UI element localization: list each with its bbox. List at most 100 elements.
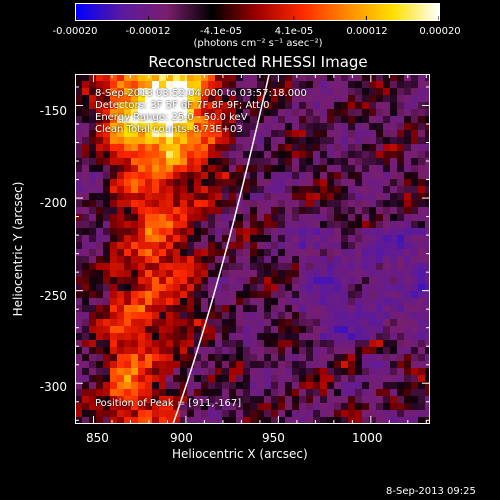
heatmap-cell	[138, 270, 146, 278]
heatmap-cell	[96, 270, 104, 278]
heatmap-cell	[285, 81, 293, 89]
heatmap-cell	[418, 123, 426, 131]
heatmap-cell	[306, 396, 314, 404]
heatmap-cell	[390, 333, 398, 341]
heatmap-cell	[110, 172, 118, 180]
heatmap-cell	[117, 347, 125, 355]
heatmap-cell	[404, 200, 412, 208]
heatmap-cell	[320, 375, 328, 383]
heatmap-cell	[397, 200, 405, 208]
heatmap-cell	[348, 228, 356, 236]
heatmap-cell	[348, 207, 356, 215]
heatmap-cell	[292, 172, 300, 180]
heatmap-cell	[362, 382, 370, 390]
heatmap-cell	[271, 116, 279, 124]
heatmap-cell	[208, 172, 216, 180]
heatmap-cell	[411, 228, 419, 236]
heatmap-cell	[278, 277, 286, 285]
heatmap-cell	[334, 417, 342, 424]
heatmap-cell	[327, 277, 335, 285]
heatmap-cell	[376, 193, 384, 201]
heatmap-cell	[271, 256, 279, 264]
heatmap-cell	[355, 200, 363, 208]
heatmap-cell	[355, 193, 363, 201]
heatmap-cell	[362, 396, 370, 404]
heatmap-cell	[201, 200, 209, 208]
heatmap-cell	[383, 207, 391, 215]
heatmap-cell	[159, 81, 167, 89]
heatmap-cell	[257, 312, 265, 320]
heatmap-cell	[390, 389, 398, 397]
heatmap-cell	[390, 291, 398, 299]
heatmap-cell	[243, 81, 251, 89]
heatmap-cell	[292, 214, 300, 222]
heatmap-cell	[390, 179, 398, 187]
heatmap-cell	[264, 130, 272, 138]
heatmap-cell	[369, 333, 377, 341]
heatmap-cell	[145, 137, 153, 145]
heatmap-cell	[320, 172, 328, 180]
heatmap-cell	[397, 417, 405, 424]
heatmap-cell	[320, 389, 328, 397]
heatmap-cell	[418, 263, 426, 271]
heatmap-cell	[285, 256, 293, 264]
heatmap-cell	[194, 123, 202, 131]
heatmap-cell	[355, 242, 363, 250]
heatmap-cell	[103, 102, 111, 110]
heatmap-cell	[187, 193, 195, 201]
heatmap-cell	[250, 165, 258, 173]
heatmap-cell	[103, 319, 111, 327]
heatmap-cell	[166, 396, 174, 404]
heatmap-cell	[306, 389, 314, 397]
heatmap-cell	[243, 249, 251, 257]
heatmap-cell	[334, 235, 342, 243]
heatmap-cell	[257, 410, 265, 418]
heatmap-cell	[117, 221, 125, 229]
heatmap-cell	[404, 326, 412, 334]
heatmap-cell	[187, 200, 195, 208]
heatmap-cell	[180, 263, 188, 271]
heatmap-cell	[362, 207, 370, 215]
heatmap-cell	[152, 228, 160, 236]
heatmap-cell	[82, 151, 90, 159]
heatmap-cell	[201, 291, 209, 299]
heatmap-cell	[320, 382, 328, 390]
heatmap-cell	[243, 228, 251, 236]
heatmap-cell	[250, 242, 258, 250]
heatmap-cell	[215, 172, 223, 180]
heatmap-cell	[411, 193, 419, 201]
heatmap-cell	[187, 361, 195, 369]
heatmap-cell	[327, 368, 335, 376]
heatmap-cell	[82, 312, 90, 320]
heatmap-cell	[313, 340, 321, 348]
heatmap-cell	[152, 389, 160, 397]
heatmap-cell	[341, 298, 349, 306]
heatmap-cell	[159, 417, 167, 424]
heatmap-cell	[327, 228, 335, 236]
heatmap-cell	[299, 382, 307, 390]
heatmap-cell	[250, 284, 258, 292]
heatmap-cell	[320, 417, 328, 424]
heatmap-cell	[82, 305, 90, 313]
heatmap-cell	[257, 172, 265, 180]
heatmap-cell	[75, 375, 83, 383]
heatmap-cell	[138, 88, 146, 96]
heatmap-cell	[208, 221, 216, 229]
heatmap-cell	[173, 130, 181, 138]
heatmap-cell	[89, 333, 97, 341]
heatmap-cell	[404, 88, 412, 96]
heatmap-cell	[404, 186, 412, 194]
heatmap-cell	[96, 326, 104, 334]
heatmap-cell	[341, 137, 349, 145]
heatmap-cell	[397, 312, 405, 320]
heatmap-cell	[124, 165, 132, 173]
heatmap-cell	[376, 214, 384, 222]
heatmap-cell	[194, 95, 202, 103]
heatmap-cell	[173, 214, 181, 222]
heatmap-cell	[341, 354, 349, 362]
heatmap-cell	[243, 172, 251, 180]
heatmap-cell	[236, 256, 244, 264]
heatmap-cell	[152, 102, 160, 110]
heatmap-cell	[89, 347, 97, 355]
heatmap-cell	[264, 116, 272, 124]
